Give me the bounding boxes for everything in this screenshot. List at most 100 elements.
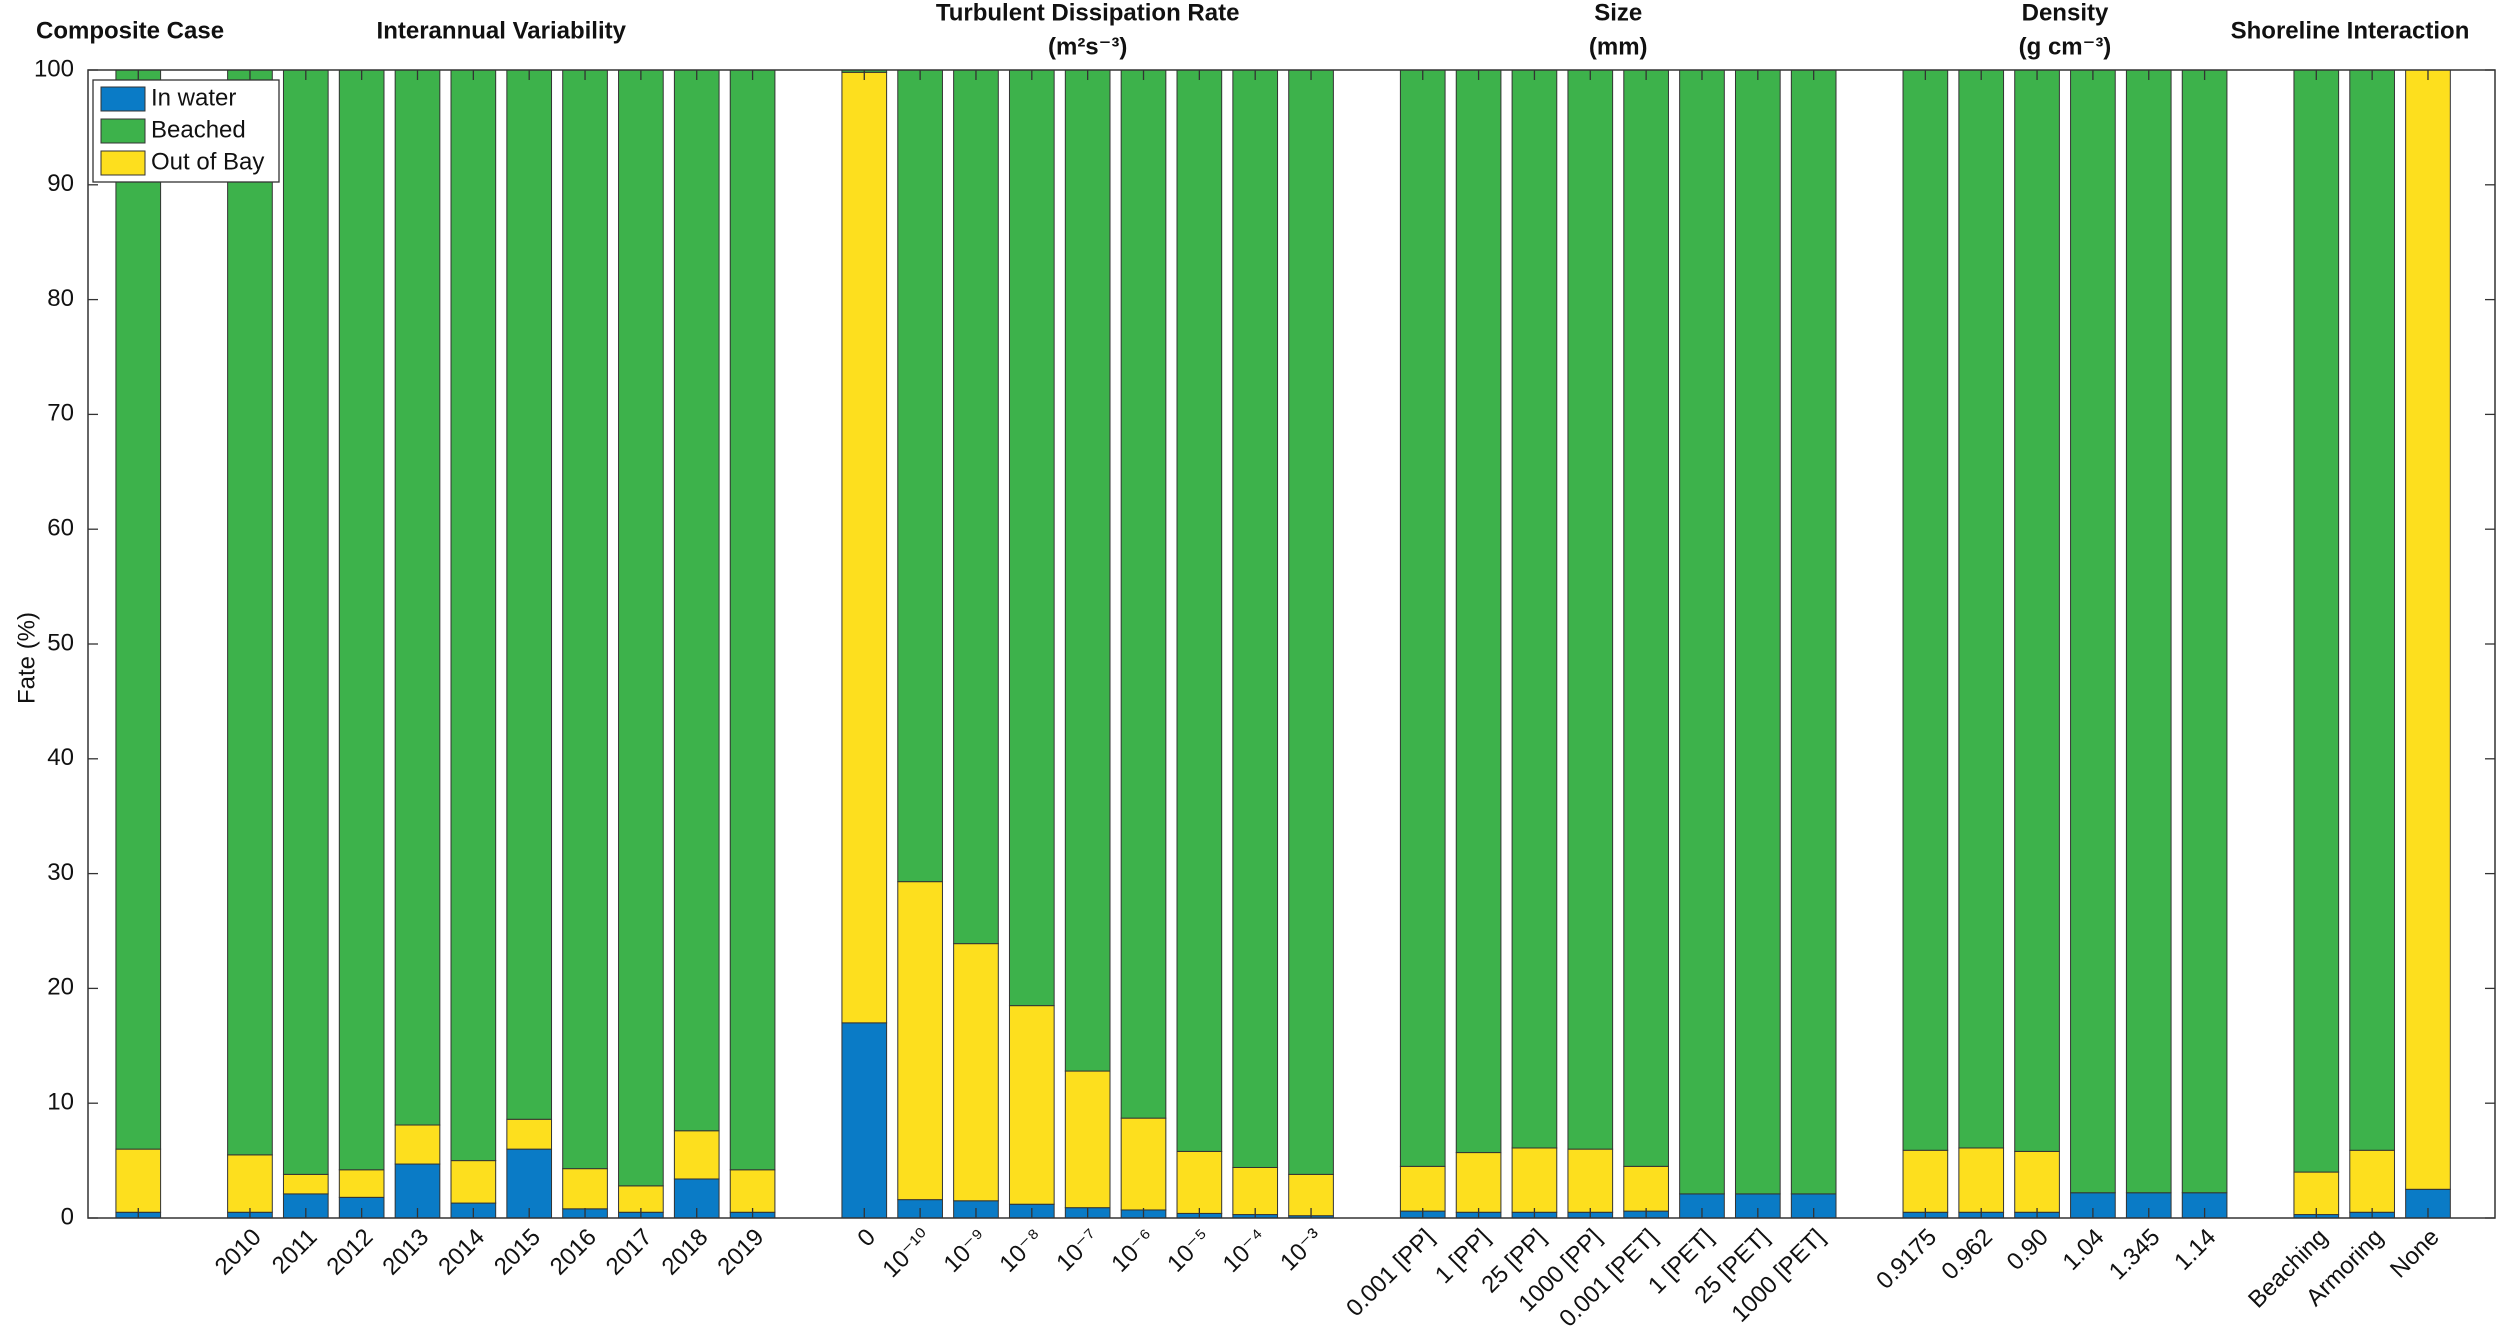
group-title: Composite Case bbox=[36, 17, 224, 44]
legend-label: In water bbox=[151, 84, 236, 111]
legend-swatch bbox=[100, 150, 146, 176]
bar-segment bbox=[2405, 69, 2451, 1190]
bar-segment bbox=[2349, 69, 2395, 1151]
x-tick-label: 2018 bbox=[657, 1224, 714, 1281]
bar-segment bbox=[1399, 69, 1446, 1167]
bar-segment bbox=[506, 69, 553, 1120]
bar-segment bbox=[1120, 69, 1167, 1119]
x-tick-label: 0 bbox=[852, 1224, 881, 1253]
group-unit: (mm) bbox=[1589, 33, 1648, 60]
legend-label: Out of Bay bbox=[151, 148, 264, 175]
x-tick-label: 10⁻⁸ bbox=[994, 1224, 1048, 1278]
bar-segment bbox=[2349, 1149, 2395, 1213]
bar-segment bbox=[1679, 69, 1725, 1195]
bar-segment bbox=[841, 71, 888, 1024]
bar-segment bbox=[1232, 69, 1279, 1168]
bar-segment bbox=[394, 1124, 441, 1165]
bar-segment bbox=[1455, 69, 1502, 1154]
group-title: Turbulent Dissipation Rate bbox=[936, 0, 1240, 26]
bar-segment bbox=[1567, 1148, 1614, 1213]
bar-segment bbox=[115, 69, 162, 1150]
bar-segment bbox=[1623, 1165, 1669, 1212]
x-tick-label: 10⁻⁵ bbox=[1162, 1224, 1216, 1278]
legend: In water Beached Out of Bay bbox=[92, 79, 280, 183]
y-tick-label: 20 bbox=[47, 974, 74, 1001]
bar-segment bbox=[1511, 1147, 1558, 1213]
legend-swatch bbox=[100, 86, 146, 112]
x-tick-label: 10⁻⁹ bbox=[939, 1224, 993, 1278]
x-tick-label: 0.9175 bbox=[1871, 1224, 1942, 1295]
x-tick-label: 2011 bbox=[267, 1224, 323, 1280]
y-tick-label: 40 bbox=[47, 744, 74, 771]
bar-segment bbox=[2014, 1150, 2060, 1213]
bar-segment bbox=[1288, 69, 1334, 1175]
bar-segment bbox=[897, 69, 943, 883]
bar-segment bbox=[1902, 69, 1949, 1151]
bar-segment bbox=[1511, 69, 1558, 1149]
bar-segment bbox=[282, 1173, 329, 1195]
legend-label: Beached bbox=[151, 116, 246, 143]
bar-segment bbox=[673, 69, 720, 1132]
y-axis-label: Fate (%) bbox=[13, 612, 40, 704]
x-tick-label: 2012 bbox=[322, 1224, 379, 1281]
x-tick-label: 10⁻¹⁰ bbox=[877, 1224, 936, 1283]
x-tick-label: 2016 bbox=[545, 1224, 602, 1281]
bar-segment bbox=[562, 1168, 608, 1210]
bar-segment bbox=[1176, 69, 1223, 1152]
x-tick-label: 0.90 bbox=[2002, 1224, 2054, 1276]
x-tick-label: 10⁻⁴ bbox=[1218, 1224, 1272, 1278]
bar-segment bbox=[618, 69, 664, 1187]
bar-segment bbox=[2014, 69, 2060, 1152]
bar-segment bbox=[2293, 69, 2340, 1173]
bar-segment bbox=[1623, 69, 1669, 1167]
x-tick-label: 1.14 bbox=[2169, 1224, 2221, 1276]
y-tick-label: 10 bbox=[47, 1089, 74, 1116]
y-tick-label: 60 bbox=[47, 515, 74, 542]
bar-segment bbox=[729, 1169, 776, 1213]
x-tick-label: 0.962 bbox=[1936, 1224, 1998, 1286]
y-tick-label: 80 bbox=[47, 285, 74, 312]
bar-segment bbox=[1902, 1149, 1949, 1213]
bar-segment bbox=[1064, 69, 1111, 1072]
bar-segment bbox=[953, 69, 999, 945]
bar-segment bbox=[394, 69, 441, 1126]
x-tick-label: 1.04 bbox=[2058, 1224, 2110, 1276]
bar-segment bbox=[841, 1022, 888, 1219]
x-tick-label: 1.345 bbox=[2104, 1224, 2166, 1286]
x-tick-label: 2010 bbox=[210, 1224, 267, 1281]
group-title: Size bbox=[1594, 0, 1642, 26]
bar-segment bbox=[2181, 69, 2228, 1194]
x-tick-label: 2017 bbox=[601, 1224, 658, 1281]
y-tick-label: 30 bbox=[47, 859, 74, 886]
x-tick-label: 0.001 [PP] bbox=[1341, 1224, 1439, 1322]
bar-segment bbox=[729, 69, 776, 1171]
x-tick-label: 10⁻⁷ bbox=[1051, 1224, 1104, 1277]
bar-segment bbox=[1064, 1070, 1111, 1209]
y-tick-label: 70 bbox=[47, 400, 74, 427]
bar-segment bbox=[282, 69, 329, 1175]
bar-segment bbox=[2070, 69, 2116, 1194]
group-title: Shoreline Interaction bbox=[2231, 17, 2470, 44]
bar-segment bbox=[1008, 69, 1055, 1007]
bar-segment bbox=[450, 1160, 497, 1204]
plot-frame bbox=[87, 69, 2496, 1219]
bar-segment bbox=[338, 1169, 385, 1198]
bar-segment bbox=[227, 69, 273, 1156]
x-tick-label: 2015 bbox=[489, 1224, 546, 1281]
bar-segment bbox=[673, 1130, 720, 1180]
group-title: Density bbox=[2022, 0, 2109, 26]
y-tick-label: 100 bbox=[34, 55, 74, 82]
bar-segment bbox=[1567, 69, 1614, 1150]
group-title: Interannual Variability bbox=[377, 17, 627, 44]
bar-segment bbox=[1958, 1147, 2005, 1213]
bar-segment bbox=[1790, 69, 1837, 1195]
group-unit: (m²s⁻³) bbox=[1048, 33, 1127, 60]
y-tick-label: 50 bbox=[47, 629, 74, 656]
bar-segment bbox=[338, 69, 385, 1171]
bar-segment bbox=[1958, 69, 2005, 1149]
bar-segment bbox=[1734, 69, 1781, 1195]
y-tick-label: 90 bbox=[47, 170, 74, 197]
x-tick-label: 2019 bbox=[712, 1224, 769, 1281]
